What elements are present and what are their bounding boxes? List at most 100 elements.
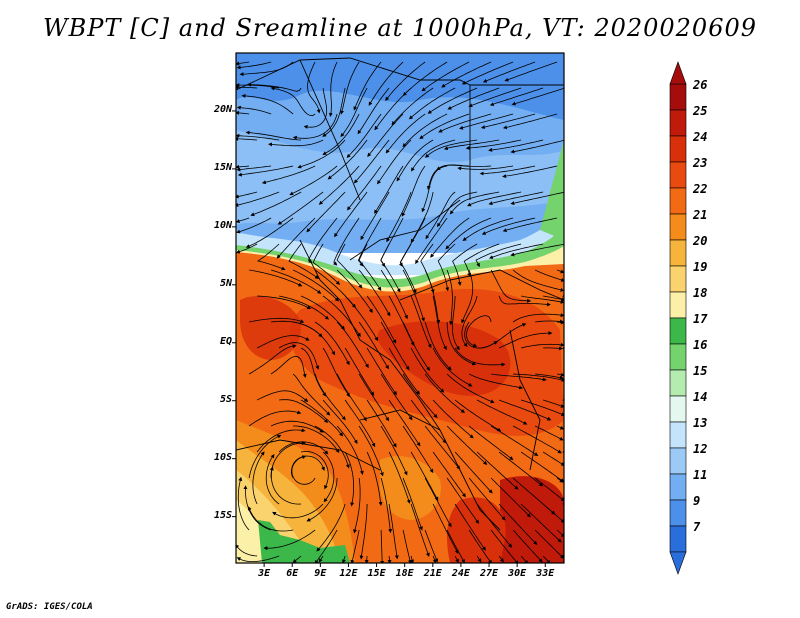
lon-label: 33E: [536, 568, 555, 579]
streamline: [468, 529, 492, 563]
lat-label: 20N: [213, 103, 232, 115]
streamline: [340, 87, 368, 138]
streamline: [276, 217, 316, 259]
streamline: [498, 451, 544, 487]
streamline: [556, 425, 564, 430]
lon-label: 12E: [339, 568, 358, 579]
streamline: [402, 373, 438, 419]
streamline: [462, 217, 514, 242]
colorbar-segment: [669, 109, 687, 137]
streamline: [346, 165, 382, 211]
streamline: [385, 61, 426, 101]
streamline: [498, 295, 551, 307]
streamline: [236, 555, 280, 562]
lon-label: 15E: [367, 568, 386, 579]
streamline: [447, 87, 500, 110]
streamline: [388, 347, 420, 395]
colorbar-label: 23: [693, 156, 708, 170]
streamline: [316, 503, 346, 552]
colorbar-label: 22: [693, 182, 708, 196]
streamline: [340, 61, 360, 115]
streamline: [312, 243, 341, 285]
colorbar-segment: [669, 135, 687, 163]
streamline: [344, 347, 375, 396]
streamline: [236, 191, 280, 207]
streamline: [350, 529, 360, 563]
streamline: [318, 165, 360, 205]
streamline: [430, 217, 470, 258]
streamline: [512, 529, 543, 563]
lat-label: 15N: [213, 161, 232, 173]
streamline: [385, 113, 426, 154]
map-title: WBPT [C] and Sreamline at 1000hPa, VT: 2…: [42, 14, 758, 42]
streamline: [556, 529, 564, 538]
colorbar-segment: [669, 395, 687, 423]
streamline: [366, 399, 397, 448]
streamline: [510, 191, 564, 206]
streamline: [300, 295, 345, 330]
streamline: [479, 165, 536, 176]
streamline: [303, 87, 328, 129]
streamline: [498, 555, 504, 563]
streamline: [257, 295, 312, 310]
lon-label: 6E: [286, 568, 299, 579]
colorbar-label: 7: [693, 520, 701, 534]
colorbar-segment: [669, 369, 687, 397]
streamline: [491, 373, 547, 382]
streamline: [489, 243, 544, 259]
streamline: [521, 295, 564, 304]
streamline: [236, 217, 272, 234]
streamline: [490, 269, 532, 303]
streamline: [490, 425, 539, 456]
streamline: [421, 61, 470, 92]
streamline: [241, 93, 294, 115]
streamline: [358, 321, 389, 370]
streamline: [292, 555, 302, 563]
streamline: [402, 113, 448, 148]
streamline: [237, 165, 294, 177]
streamline: [277, 191, 324, 225]
streamline: [521, 342, 564, 349]
streamline: [513, 373, 564, 382]
colorbar-label: 20: [693, 234, 708, 248]
country-borders: [236, 57, 564, 531]
streamline: [270, 355, 307, 378]
streamline: [410, 191, 434, 244]
streamline: [535, 373, 564, 380]
streamline: [498, 399, 552, 421]
streamline: [490, 529, 519, 563]
streamline: [265, 454, 280, 505]
streamline: [322, 399, 358, 445]
streamline: [452, 295, 460, 351]
streamline: [380, 269, 408, 320]
lat-label: 5N: [219, 277, 232, 289]
map-frame: [235, 52, 565, 564]
streamline: [353, 139, 390, 184]
streamline: [269, 466, 302, 505]
streamline: [498, 503, 538, 545]
streamline: [468, 425, 514, 461]
streamline: [236, 136, 258, 141]
streamline: [256, 335, 310, 349]
streamline: [279, 295, 330, 320]
streamline: [410, 555, 414, 563]
streamline: [236, 191, 258, 199]
streamline: [542, 555, 551, 563]
streamline: [380, 529, 385, 563]
colorbar-segment: [669, 161, 687, 189]
streamline: [476, 555, 482, 563]
streamline: [353, 477, 361, 534]
streamline: [520, 503, 562, 543]
streamline: [367, 113, 404, 157]
lon-label: 27E: [479, 568, 499, 579]
streamline: [359, 503, 368, 560]
streamline: [245, 217, 294, 248]
streamline: [236, 544, 258, 557]
streamline: [252, 451, 265, 505]
streamline: [261, 165, 316, 185]
streamline: [520, 399, 564, 417]
streamline: [475, 243, 522, 268]
streamline: [236, 110, 250, 115]
streamline: [387, 555, 392, 563]
streamline: [398, 217, 426, 267]
